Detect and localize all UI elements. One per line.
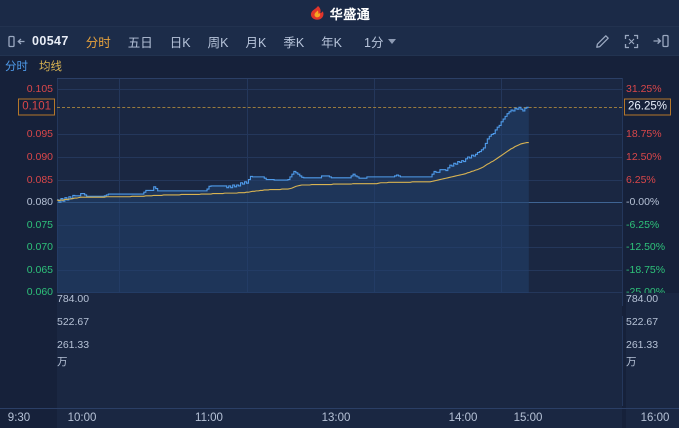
pct-axis-label: 6.25% [626, 173, 656, 186]
price-area-fill [57, 107, 529, 306]
time-axis-label: 15:00 [513, 412, 543, 424]
chart-toolbar: 00547 分时 五日 日K 周K 月K 季K 年K 1分 [0, 27, 679, 56]
price-line [57, 106, 529, 203]
interval-label: 1分 [364, 35, 384, 50]
vertical-gridline [621, 78, 623, 306]
price-axis-label: 0.065 [26, 263, 53, 276]
brand-bar: 华盛通 [0, 0, 679, 27]
panel-collapse-icon[interactable] [8, 34, 26, 48]
subtab-fenshi[interactable]: 分时 [5, 60, 28, 73]
vertical-gridline [57, 78, 58, 306]
pct-axis-label: 31.25% [626, 83, 662, 96]
period-tab-dayk[interactable]: 日K [169, 35, 191, 50]
price-series-svg [56, 106, 529, 306]
price-axis-label: 0.090 [26, 151, 53, 163]
last-price-dashed-line [57, 107, 622, 109]
symbol-code: 00547 [32, 34, 69, 48]
pct-axis-label: -0.00% [626, 196, 660, 209]
indicator-subtabs: 分时 均线 [0, 56, 679, 75]
pct-axis-label: -18.75% [626, 263, 666, 276]
draw-pencil-icon[interactable] [595, 34, 610, 49]
plot-top-border [57, 78, 622, 79]
price-plot[interactable] [56, 78, 623, 306]
price-axis-label: 0.095 [26, 128, 53, 141]
brand-name: 华盛通 [329, 6, 371, 22]
horizontal-gridline [57, 134, 622, 136]
volume-unit-left: 万 [57, 354, 622, 428]
pct-axis-label: -6.25% [626, 218, 660, 231]
time-axis-label: 11:00 [195, 412, 223, 424]
vertical-gridline [119, 78, 121, 306]
subtab-junxian[interactable]: 均线 [39, 60, 62, 73]
period-tab-yeark[interactable]: 年K [321, 35, 343, 50]
period-tab-monthk[interactable]: 月K [245, 35, 267, 50]
time-axis-label: 14:00 [448, 412, 478, 424]
fullscreen-expand-icon[interactable] [624, 34, 639, 49]
pct-axis-label: 12.50% [626, 151, 662, 163]
time-axis-label: 10:00 [67, 412, 97, 424]
price-axis-label: 0.070 [26, 241, 53, 254]
period-tab-weekk[interactable]: 周K [207, 35, 229, 50]
period-tab-fenshi[interactable]: 分时 [85, 35, 111, 50]
period-tab-quarterk[interactable]: 季K [283, 35, 305, 50]
price-axis-label: 0.080 [26, 196, 53, 209]
chevron-down-icon [388, 38, 397, 44]
volume-unit-right: 万 [626, 354, 679, 428]
horizontal-gridline [57, 89, 622, 91]
last-price-badge: 0.101 [18, 98, 55, 116]
pct-axis-label: 18.75% [626, 128, 662, 141]
flame-icon [309, 5, 326, 21]
time-axis-label: 16:00 [640, 412, 670, 424]
vertical-gridline [621, 316, 623, 406]
period-tab-5day[interactable]: 五日 [127, 35, 153, 50]
toggle-sidepanel-icon[interactable] [653, 34, 669, 48]
price-axis-label: 0.075 [26, 218, 53, 231]
pct-axis-label: -12.50% [626, 241, 666, 254]
horizontal-gridline [57, 157, 622, 158]
time-axis-label: 9:30 [7, 412, 31, 424]
time-axis: 9:30 10:00 11:00 13:00 14:00 15:00 16:00 [0, 408, 679, 428]
price-axis-label: 0.085 [26, 173, 53, 186]
interval-selector[interactable]: 1分 [364, 32, 397, 51]
price-axis-label: 0.105 [26, 83, 53, 96]
price-axis-label: 0.060 [26, 286, 53, 299]
change-pct-badge: 26.25% [624, 98, 672, 116]
toolbar-actions [595, 34, 669, 49]
time-axis-label: 13:00 [321, 412, 351, 424]
brand-logo: 华盛通 [309, 4, 371, 23]
average-line [56, 142, 529, 202]
